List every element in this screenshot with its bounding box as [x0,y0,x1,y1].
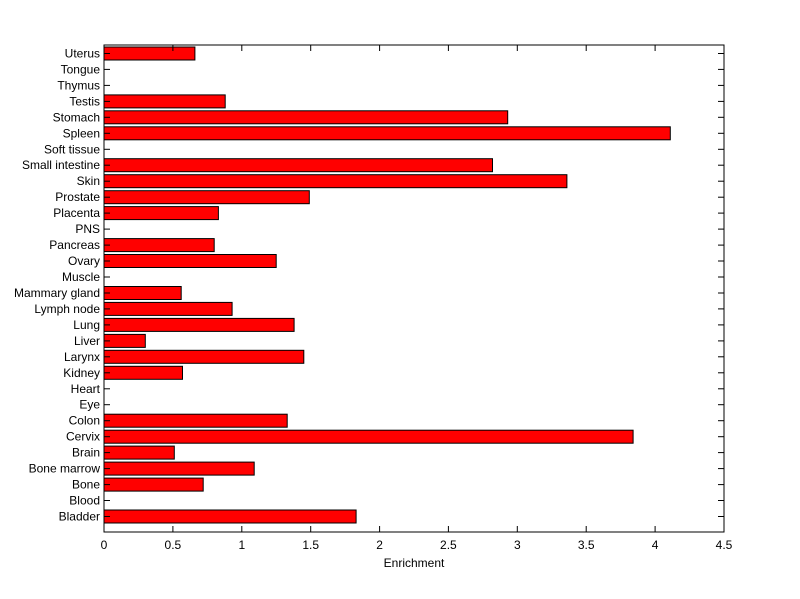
plot-frame [103,44,725,533]
bar-stomach [103,110,509,125]
bar-mammary-gland [103,286,182,300]
y-tick-label-blood: Blood [69,494,100,508]
y-tick-label-bladder: Bladder [59,510,100,524]
y-tick-label-stomach: Stomach [53,110,100,124]
x-axis-label: Enrichment [384,556,445,570]
y-tick-label-mammary-gland: Mammary gland [14,286,100,300]
bar-kidney [103,365,183,380]
bar-lymph-node [103,301,233,316]
y-tick-label-soft-tissue: Soft tissue [44,142,100,156]
y-tick-label-bone-marrow: Bone marrow [29,462,101,476]
y-tick-label-testis: Testis [69,94,100,108]
bar-lung [103,317,295,332]
x-tick-label-3: 3 [514,538,521,552]
y-tick-label-lymph-node: Lymph node [34,302,100,316]
y-tick-label-muscle: Muscle [62,270,100,284]
bar-bone-marrow [103,461,255,476]
bar-testis [103,94,226,109]
bar-pancreas [103,238,215,253]
bar-bladder [103,509,357,524]
y-tick-label-colon: Colon [69,414,100,428]
bar-spleen [103,126,671,141]
bar-larynx [103,349,305,364]
y-tick-label-liver: Liver [74,334,100,348]
plot-area [104,45,724,532]
y-tick-label-pns: PNS [75,222,100,236]
y-tick-label-placenta: Placenta [53,206,100,220]
y-tick-label-thymus: Thymus [57,78,100,92]
bar-skin [103,174,568,189]
y-tick-label-ovary: Ovary [68,254,100,268]
y-tick-label-larynx: Larynx [64,350,100,364]
y-tick-label-heart: Heart [71,382,101,396]
bar-colon [103,413,288,428]
x-tick-label-0-5: 0.5 [165,538,182,552]
bar-ovary [103,254,277,268]
bar-bone [103,477,204,492]
bar-cervix [103,429,634,444]
y-tick-label-uterus: Uterus [65,47,100,61]
bar-small-intestine [103,158,493,173]
bar-placenta [103,206,219,221]
y-tick-label-bone: Bone [72,478,100,492]
y-tick-label-cervix: Cervix [66,430,100,444]
x-tick-label-4: 4 [652,538,659,552]
y-tick-label-skin: Skin [77,174,100,188]
y-tick-label-tongue: Tongue [61,62,101,76]
x-tick-label-2: 2 [376,538,383,552]
bar-liver [103,333,146,348]
x-tick-label-1-5: 1.5 [302,538,319,552]
bar-brain [103,445,175,460]
y-tick-label-eye: Eye [79,398,100,412]
bar-uterus [103,46,196,61]
x-tick-label-3-5: 3.5 [578,538,595,552]
y-tick-label-small-intestine: Small intestine [22,158,100,172]
y-ticks-group: Bladder Blood Bone Bone marrow Brain Cervix Co… [14,47,724,524]
y-tick-label-pancreas: Pancreas [49,238,100,252]
x-ticks-group: 0 0.5 1 1.5 2 2.5 3 3.5 4 4.5 [101,45,733,552]
x-tick-label-1: 1 [238,538,245,552]
y-tick-label-kidney: Kidney [63,366,100,380]
x-tick-label-4-5: 4.5 [716,538,733,552]
x-tick-label-2-5: 2.5 [440,538,457,552]
x-tick-label-0: 0 [101,538,108,552]
y-tick-label-brain: Brain [72,446,100,460]
y-tick-label-lung: Lung [73,318,100,332]
y-tick-label-spleen: Spleen [63,126,100,140]
y-tick-label-prostate: Prostate [55,190,100,204]
bar-prostate [103,190,310,205]
